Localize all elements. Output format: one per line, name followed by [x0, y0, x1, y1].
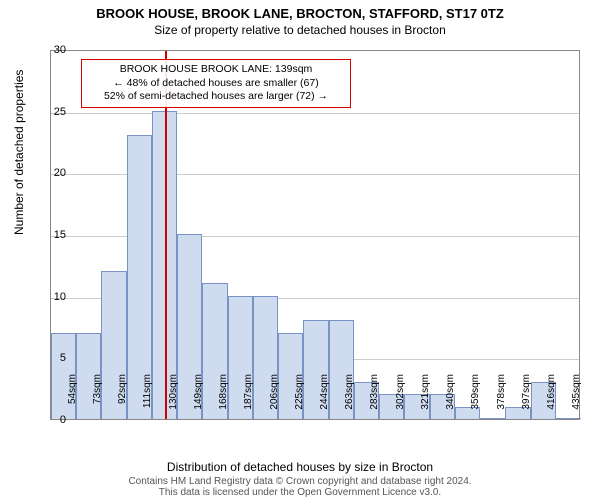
x-tick: 225sqm	[294, 374, 305, 410]
x-tick: 111sqm	[142, 374, 153, 408]
x-tick: 435sqm	[571, 374, 582, 410]
y-tick: 20	[54, 167, 66, 179]
chart-subtitle: Size of property relative to detached ho…	[0, 21, 600, 37]
plot-area: BROOK HOUSE BROOK LANE: 139sqm← 48% of d…	[50, 50, 580, 420]
x-axis-label: Distribution of detached houses by size …	[0, 460, 600, 474]
x-tick: 416sqm	[546, 374, 557, 410]
x-tick: 92sqm	[117, 374, 128, 404]
x-tick: 130sqm	[168, 374, 179, 410]
annotation-box: BROOK HOUSE BROOK LANE: 139sqm← 48% of d…	[81, 59, 351, 108]
x-tick: 321sqm	[420, 374, 431, 410]
x-tick: 359sqm	[470, 374, 481, 410]
x-tick: 340sqm	[445, 374, 456, 410]
bar	[480, 418, 505, 419]
y-axis-label: Number of detached properties	[12, 70, 26, 235]
y-tick: 15	[54, 229, 66, 241]
y-tick: 5	[60, 352, 66, 364]
gridline	[51, 113, 579, 114]
y-tick: 0	[60, 414, 66, 426]
x-tick: 54sqm	[67, 374, 78, 404]
y-tick: 10	[54, 291, 66, 303]
x-tick: 206sqm	[269, 374, 280, 410]
chart-title: BROOK HOUSE, BROOK LANE, BROCTON, STAFFO…	[0, 0, 600, 21]
x-tick: 397sqm	[521, 374, 532, 410]
x-tick: 73sqm	[92, 374, 103, 404]
footer-text: Contains HM Land Registry data © Crown c…	[0, 476, 600, 498]
x-tick: 149sqm	[193, 374, 204, 410]
x-tick: 244sqm	[319, 374, 330, 410]
x-tick: 378sqm	[496, 374, 507, 410]
x-tick: 187sqm	[243, 374, 254, 410]
y-tick: 25	[54, 106, 66, 118]
x-tick: 168sqm	[218, 374, 229, 410]
x-tick: 283sqm	[369, 374, 380, 410]
x-tick: 302sqm	[395, 374, 406, 410]
bar	[556, 418, 581, 419]
x-tick: 263sqm	[344, 374, 355, 410]
y-tick: 30	[54, 44, 66, 56]
